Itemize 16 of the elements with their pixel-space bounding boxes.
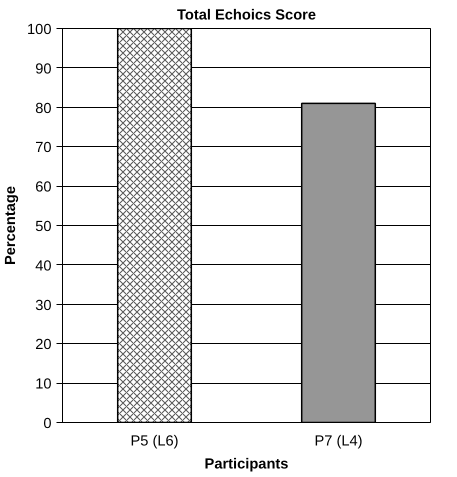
y-tick-label: 40: [35, 258, 52, 274]
y-tick-label: 90: [35, 61, 52, 78]
y-tick-label: 60: [35, 180, 52, 196]
y-tick-label: 70: [35, 140, 52, 156]
y-tick-label: 50: [35, 219, 52, 235]
y-tick-label: 100: [27, 22, 52, 38]
y-tick-label: 0: [43, 416, 52, 432]
x-tick-label: P5 (L6): [130, 434, 179, 450]
y-tick-label: 30: [35, 298, 52, 314]
x-tick-label: P7 (L4): [314, 434, 363, 450]
y-tick-label: 80: [35, 100, 52, 117]
x-axis-title: Participants: [204, 456, 288, 472]
y-axis-title: Percentage: [3, 186, 20, 266]
chart-title: Total Echoics Score: [176, 8, 316, 24]
y-tick-label: 10: [35, 376, 52, 393]
y-tick-label: 20: [35, 337, 52, 354]
